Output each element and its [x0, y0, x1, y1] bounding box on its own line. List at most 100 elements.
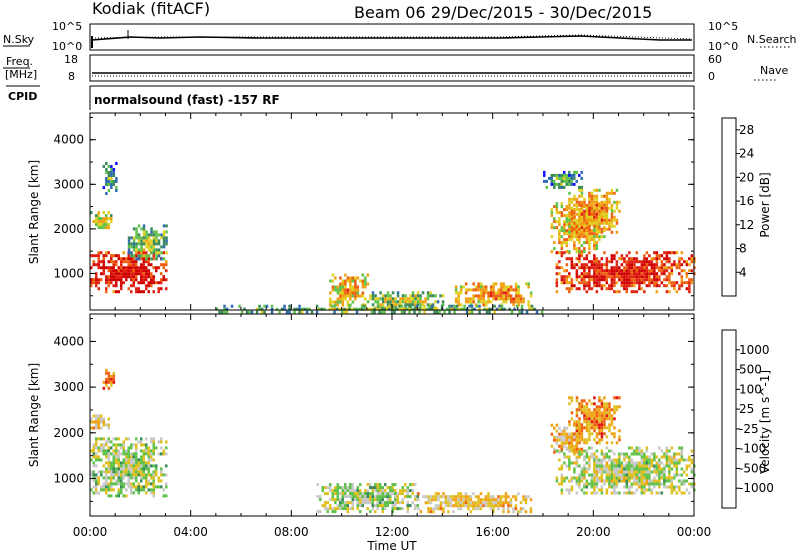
heatmap-cell [329, 279, 332, 283]
heatmap-cell [600, 269, 604, 273]
heatmap-cell [678, 485, 681, 489]
heatmap-cell [165, 269, 168, 273]
heatmap-cell [645, 482, 649, 486]
heatmap-cell [509, 498, 513, 502]
heatmap-cell [162, 473, 165, 477]
heatmap-cell [338, 307, 341, 311]
heatmap-cell [668, 257, 671, 261]
heatmap-cell [658, 485, 661, 489]
heatmap-cell [360, 304, 364, 308]
heatmap-cell [635, 260, 639, 264]
heatmap-cell [573, 211, 576, 215]
heatmap-cell [142, 236, 146, 240]
heatmap-cell [341, 303, 345, 307]
heatmap-cell [95, 275, 98, 279]
heatmap-cell [349, 279, 352, 283]
heatmap-cell [150, 452, 153, 456]
heatmap-cell [414, 483, 417, 487]
heatmap-cell [427, 510, 430, 514]
heatmap-cell [633, 290, 636, 294]
heatmap-cell [112, 458, 115, 462]
heatmap-cell [578, 254, 581, 258]
heatmap-cell [416, 294, 420, 298]
heatmap-cell [635, 290, 639, 294]
heatmap-cell [336, 504, 339, 508]
heatmap-cell [137, 233, 141, 237]
heatmap-cell [680, 458, 684, 462]
heatmap-cell [162, 233, 166, 237]
heatmap-cell [593, 200, 596, 204]
heatmap-cell [147, 479, 150, 483]
heatmap-cell [423, 304, 426, 308]
heatmap-cell [132, 470, 135, 474]
heatmap-cell [665, 260, 669, 264]
heatmap-cell [441, 300, 445, 304]
heatmap-cell [615, 441, 619, 445]
heatmap-cell [673, 464, 676, 468]
heatmap-cell [625, 476, 629, 480]
heatmap-cell [502, 510, 505, 514]
heatmap-cell [570, 223, 574, 227]
heatmap-cell [125, 482, 128, 486]
heatmap-cell [605, 441, 609, 445]
heatmap-cell [585, 405, 589, 409]
heatmap-cell [630, 446, 634, 450]
heatmap-cell [608, 402, 611, 406]
heatmap-cell [142, 248, 146, 252]
heatmap-cell [630, 464, 634, 468]
heatmap-cell [558, 458, 561, 462]
heatmap-cell [115, 446, 118, 450]
heatmap-cell [115, 177, 118, 180]
heatmap-cell [122, 275, 125, 279]
heatmap-cell [140, 467, 143, 471]
heatmap-cell [394, 300, 397, 304]
heatmap-cell [605, 200, 609, 204]
heatmap-cell [628, 278, 631, 282]
heatmap-cell [326, 510, 329, 514]
heatmap-cell [414, 495, 417, 499]
heatmap-cell [344, 507, 347, 511]
heatmap-cell [575, 179, 578, 183]
heatmap-cell [448, 310, 451, 314]
heatmap-cell [165, 485, 168, 489]
heatmap-cell [122, 281, 125, 285]
heatmap-cell [588, 281, 591, 285]
heatmap-cell [628, 275, 631, 279]
heatmap-cell [555, 263, 559, 267]
heatmap-cell [588, 260, 591, 264]
heatmap-cell [477, 282, 480, 286]
heatmap-cell [653, 263, 656, 267]
heatmap-cell [660, 470, 664, 474]
heatmap-cell [630, 266, 634, 270]
heatmap-cell [150, 449, 153, 453]
heatmap-cell [354, 279, 357, 283]
heatmap-cell [575, 491, 579, 495]
heatmap-cell [399, 501, 402, 505]
heatmap-cell [110, 452, 113, 456]
heatmap-cell [573, 244, 576, 248]
heatmap-cell [349, 501, 352, 505]
heatmap-cell [519, 501, 523, 505]
heatmap-cell [439, 294, 442, 298]
heatmap-cell [573, 247, 576, 251]
heatmap-cell [560, 467, 564, 471]
heatmap-cell [145, 452, 148, 456]
heatmap-cell [107, 417, 110, 421]
colorbar-tick-label: 100 [739, 382, 762, 396]
heatmap-cell [344, 294, 347, 298]
heatmap-cell [504, 495, 508, 499]
heatmap-cell [600, 411, 604, 415]
heatmap-cell [608, 272, 611, 276]
heatmap-cell [404, 303, 407, 307]
heatmap-cell [135, 260, 138, 264]
heatmap-cell [593, 235, 596, 239]
heatmap-cell [663, 266, 666, 270]
heatmap-cell [590, 221, 594, 225]
heatmap-cell [157, 239, 161, 243]
heatmap-cell [603, 432, 606, 436]
heatmap-cell [605, 411, 609, 415]
heatmap-cell [570, 229, 574, 233]
heatmap-cell [107, 380, 111, 384]
heatmap-cell [411, 489, 414, 493]
heatmap-cell [132, 278, 135, 282]
